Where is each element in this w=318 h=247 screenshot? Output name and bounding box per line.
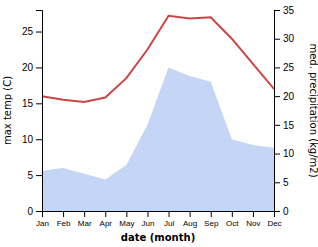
tick: May: [119, 211, 134, 228]
tick-label: 15: [22, 98, 34, 109]
tick: 15: [22, 98, 42, 109]
tick-label: 0: [27, 206, 33, 217]
tick: 20: [274, 91, 295, 102]
tick-mark: [274, 125, 280, 126]
marks: [42, 16, 274, 211]
tick: Oct: [226, 211, 239, 228]
tick: 0: [27, 206, 42, 217]
tick: Aug: [183, 211, 197, 228]
tick-mark: [274, 182, 280, 183]
y-axis: 0 5 10 15 20 25: [22, 11, 43, 217]
tick: 15: [274, 120, 295, 131]
tick: 25: [22, 26, 42, 37]
axis-line: [43, 212, 275, 218]
tick-mark: [105, 211, 106, 217]
tick: Jul: [164, 211, 174, 228]
tick-label: 5: [283, 177, 289, 188]
area: [42, 67, 274, 211]
tick-label: Jul: [164, 219, 174, 228]
y-axis-title: max temp (C): [2, 76, 13, 145]
tick-label: Feb: [57, 219, 71, 228]
tick-label: 20: [22, 62, 34, 73]
tick-mark: [84, 211, 85, 217]
tick-mark: [126, 211, 127, 217]
tick: Sep: [204, 211, 219, 228]
tick-mark: [274, 96, 280, 97]
tick-mark: [36, 67, 42, 68]
tick-label: Oct: [226, 219, 239, 228]
tick: 5: [274, 177, 289, 188]
tick-label: 25: [283, 62, 295, 73]
tick-label: 25: [22, 26, 34, 37]
tick-mark: [274, 154, 280, 155]
plot: JanFebMarAprMayJunJulAugSepOctNovDec0510…: [22, 5, 295, 228]
tick-label: Mar: [78, 219, 92, 228]
tick: 0: [274, 206, 289, 217]
tick-mark: [190, 211, 191, 217]
tick: 25: [274, 62, 295, 73]
tick-label: May: [119, 219, 134, 228]
tick-mark: [274, 39, 280, 40]
tick-mark: [36, 103, 42, 104]
tick: Feb: [57, 211, 71, 228]
line: [42, 16, 274, 102]
tick-mark: [211, 211, 212, 217]
tick-mark: [274, 211, 280, 212]
tick-mark: [36, 32, 42, 33]
tick-label: Jun: [142, 219, 155, 228]
tick-label: 0: [283, 206, 289, 217]
tick-label: 35: [283, 5, 295, 16]
chart: JanFebMarAprMayJunJulAugSepOctNovDec0510…: [0, 0, 318, 247]
tick-label: Aug: [183, 219, 197, 228]
tick-label: Dec: [267, 219, 281, 228]
tick-mark: [36, 211, 42, 212]
tick: 5: [27, 170, 42, 181]
tick-label: Nov: [246, 219, 260, 228]
tick: 30: [274, 33, 295, 44]
tick-label: 20: [283, 91, 295, 102]
axis-line: [36, 11, 43, 212]
x-axis-title: date (month): [121, 232, 195, 243]
tick: 20: [22, 62, 42, 73]
tick-label: 10: [22, 134, 34, 145]
tick-label: 5: [27, 170, 33, 181]
tick-label: Apr: [100, 219, 113, 228]
y2-axis-title: med. precipitation (kg/m2): [308, 43, 318, 177]
tick: Apr: [100, 211, 113, 228]
x-axis: Jan Feb Mar Apr May Jun Jul Aug Sep Oct Nov Dec: [36, 211, 282, 228]
tick-mark: [232, 211, 233, 217]
axis-line: [275, 11, 281, 212]
tick: 35: [274, 5, 295, 16]
tick-mark: [147, 211, 148, 217]
tick-mark: [36, 175, 42, 176]
tick-mark: [274, 67, 280, 68]
tick: 10: [274, 148, 295, 159]
tick: Jun: [142, 211, 155, 228]
tick: Jan: [36, 211, 49, 228]
tick-label: Sep: [204, 219, 219, 228]
tick-label: Jan: [36, 219, 49, 228]
tick: Mar: [78, 211, 92, 228]
tick-mark: [253, 211, 254, 217]
tick: 10: [22, 134, 42, 145]
tick-mark: [274, 10, 280, 11]
tick-mark: [36, 139, 42, 140]
tick-label: 15: [283, 120, 295, 131]
tick-mark: [63, 211, 64, 217]
tick: Nov: [246, 211, 260, 228]
y2-axis: 0 5 10 15 20 25 30 35: [274, 5, 295, 217]
tick-mark: [169, 211, 170, 217]
tick-label: 10: [283, 148, 295, 159]
tick-label: 30: [283, 33, 295, 44]
tick: Dec: [267, 211, 281, 228]
